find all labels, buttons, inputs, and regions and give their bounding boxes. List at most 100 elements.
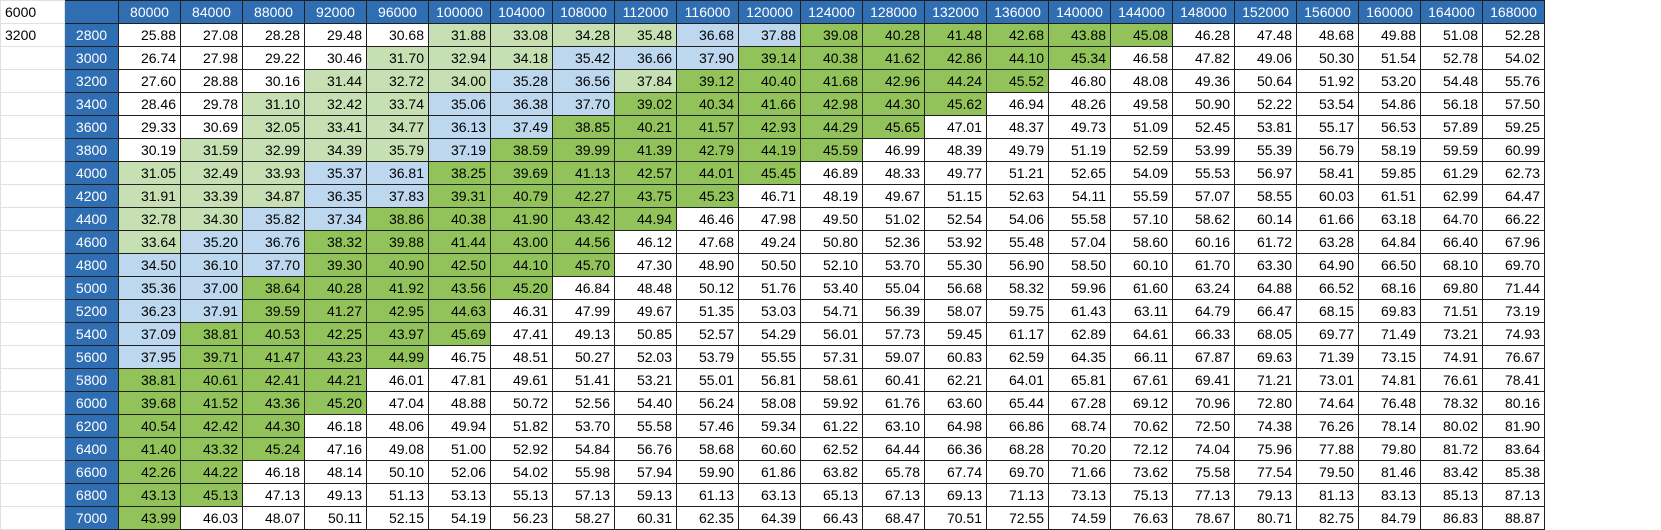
- data-cell[interactable]: 48.90: [676, 253, 739, 277]
- data-cell[interactable]: 39.08: [800, 23, 863, 47]
- data-cell[interactable]: 31.44: [304, 69, 367, 93]
- data-cell[interactable]: 35.42: [552, 46, 615, 70]
- data-cell[interactable]: 53.03: [738, 299, 801, 323]
- data-cell[interactable]: 74.81: [1358, 368, 1421, 392]
- data-cell[interactable]: 45.20: [490, 276, 553, 300]
- data-cell[interactable]: 49.13: [304, 483, 367, 507]
- data-cell[interactable]: 28.88: [180, 69, 243, 93]
- data-cell[interactable]: 38.59: [490, 138, 553, 162]
- data-cell[interactable]: 49.61: [490, 368, 553, 392]
- data-cell[interactable]: 34.39: [304, 138, 367, 162]
- data-cell[interactable]: 56.90: [986, 253, 1049, 277]
- empty-cell[interactable]: [0, 506, 65, 530]
- data-cell[interactable]: 79.50: [1296, 460, 1359, 484]
- data-cell[interactable]: 41.90: [490, 207, 553, 231]
- data-cell[interactable]: 57.07: [1172, 184, 1235, 208]
- data-cell[interactable]: 35.48: [614, 23, 677, 47]
- data-cell[interactable]: 37.95: [118, 345, 181, 369]
- data-cell[interactable]: 56.23: [490, 506, 553, 530]
- data-cell[interactable]: 70.51: [924, 506, 987, 530]
- row-header[interactable]: 3200: [64, 69, 119, 93]
- data-cell[interactable]: 36.10: [180, 253, 243, 277]
- data-cell[interactable]: 38.32: [304, 230, 367, 254]
- data-cell[interactable]: 49.79: [986, 138, 1049, 162]
- data-cell[interactable]: 41.52: [180, 391, 243, 415]
- row-header[interactable]: 5400: [64, 322, 119, 346]
- data-cell[interactable]: 53.13: [428, 483, 491, 507]
- data-cell[interactable]: 44.30: [242, 414, 305, 438]
- data-cell[interactable]: 42.95: [366, 299, 429, 323]
- data-cell[interactable]: 36.23: [118, 299, 181, 323]
- data-cell[interactable]: 76.26: [1296, 414, 1359, 438]
- data-cell[interactable]: 47.16: [304, 437, 367, 461]
- data-cell[interactable]: 49.24: [738, 230, 801, 254]
- data-cell[interactable]: 66.33: [1172, 322, 1235, 346]
- data-cell[interactable]: 49.13: [552, 322, 615, 346]
- data-cell[interactable]: 55.76: [1482, 69, 1545, 93]
- row-header[interactable]: 4400: [64, 207, 119, 231]
- data-cell[interactable]: 68.74: [1048, 414, 1111, 438]
- data-cell[interactable]: 66.40: [1420, 230, 1483, 254]
- data-cell[interactable]: 47.04: [366, 391, 429, 415]
- data-cell[interactable]: 44.30: [862, 92, 925, 116]
- empty-cell[interactable]: [0, 345, 65, 369]
- data-cell[interactable]: 49.58: [1110, 92, 1173, 116]
- data-cell[interactable]: 52.03: [614, 345, 677, 369]
- data-cell[interactable]: 33.64: [118, 230, 181, 254]
- data-cell[interactable]: 67.74: [924, 460, 987, 484]
- data-cell[interactable]: 52.59: [1110, 138, 1173, 162]
- data-cell[interactable]: 51.08: [1420, 23, 1483, 47]
- empty-cell[interactable]: [0, 207, 65, 231]
- data-cell[interactable]: 59.92: [800, 391, 863, 415]
- data-cell[interactable]: 43.23: [304, 345, 367, 369]
- data-cell[interactable]: 80.02: [1420, 414, 1483, 438]
- data-cell[interactable]: 80.16: [1482, 391, 1545, 415]
- data-cell[interactable]: 46.31: [490, 299, 553, 323]
- data-cell[interactable]: 58.27: [552, 506, 615, 530]
- data-cell[interactable]: 72.80: [1234, 391, 1297, 415]
- data-cell[interactable]: 52.63: [986, 184, 1049, 208]
- data-cell[interactable]: 56.97: [1234, 161, 1297, 185]
- column-header[interactable]: 132000: [924, 0, 987, 24]
- column-header[interactable]: 96000: [366, 0, 429, 24]
- data-cell[interactable]: 45.52: [986, 69, 1049, 93]
- data-cell[interactable]: 53.21: [614, 368, 677, 392]
- data-cell[interactable]: 64.90: [1296, 253, 1359, 277]
- data-cell[interactable]: 82.75: [1296, 506, 1359, 530]
- data-cell[interactable]: 62.59: [986, 345, 1049, 369]
- data-cell[interactable]: 59.75: [986, 299, 1049, 323]
- data-cell[interactable]: 62.73: [1482, 161, 1545, 185]
- data-cell[interactable]: 61.60: [1110, 276, 1173, 300]
- data-cell[interactable]: 42.50: [428, 253, 491, 277]
- data-cell[interactable]: 54.09: [1110, 161, 1173, 185]
- row-header[interactable]: 7000: [64, 506, 119, 530]
- data-cell[interactable]: 76.67: [1482, 345, 1545, 369]
- data-cell[interactable]: 62.52: [800, 437, 863, 461]
- data-cell[interactable]: 48.14: [304, 460, 367, 484]
- data-cell[interactable]: 53.54: [1296, 92, 1359, 116]
- data-cell[interactable]: 43.97: [366, 322, 429, 346]
- data-cell[interactable]: 58.32: [986, 276, 1049, 300]
- data-cell[interactable]: 64.47: [1482, 184, 1545, 208]
- data-cell[interactable]: 83.64: [1482, 437, 1545, 461]
- data-cell[interactable]: 66.36: [924, 437, 987, 461]
- data-cell[interactable]: 35.06: [428, 92, 491, 116]
- data-cell[interactable]: 60.03: [1296, 184, 1359, 208]
- data-cell[interactable]: 27.60: [118, 69, 181, 93]
- data-cell[interactable]: 44.29: [800, 115, 863, 139]
- data-cell[interactable]: 49.36: [1172, 69, 1235, 93]
- data-cell[interactable]: 67.13: [862, 483, 925, 507]
- data-cell[interactable]: 54.06: [986, 207, 1049, 231]
- data-cell[interactable]: 37.91: [180, 299, 243, 323]
- row-header[interactable]: 3800: [64, 138, 119, 162]
- data-cell[interactable]: 71.21: [1234, 368, 1297, 392]
- row-header[interactable]: 4000: [64, 161, 119, 185]
- data-cell[interactable]: 46.84: [552, 276, 615, 300]
- data-cell[interactable]: 46.28: [1172, 23, 1235, 47]
- data-cell[interactable]: 71.44: [1482, 276, 1545, 300]
- data-cell[interactable]: 60.99: [1482, 138, 1545, 162]
- data-cell[interactable]: 64.39: [738, 506, 801, 530]
- data-cell[interactable]: 78.14: [1358, 414, 1421, 438]
- data-cell[interactable]: 57.94: [614, 460, 677, 484]
- data-cell[interactable]: 50.50: [738, 253, 801, 277]
